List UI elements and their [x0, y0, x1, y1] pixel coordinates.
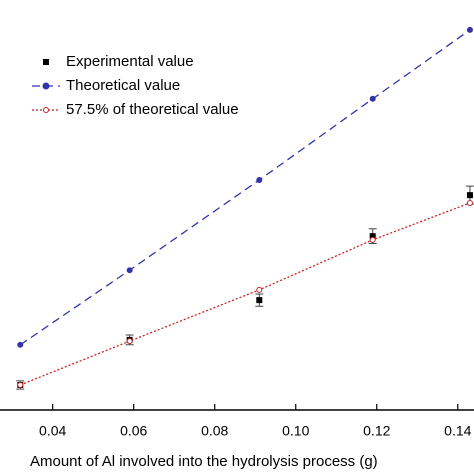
point	[256, 286, 263, 293]
point	[126, 338, 133, 345]
point	[466, 199, 473, 206]
point	[369, 236, 376, 243]
legend-label: Experimental value	[66, 53, 194, 70]
series-line	[20, 202, 471, 386]
legend-symbol	[42, 82, 50, 90]
legend-symbol	[43, 59, 49, 65]
legend-label: 57.5% of theoretical value	[66, 101, 239, 118]
x-tick-label: 0.10	[282, 423, 309, 439]
x-tick-label: 0.04	[39, 423, 66, 439]
x-tick-label: 0.06	[120, 423, 147, 439]
point	[17, 381, 24, 388]
point	[369, 233, 376, 240]
point	[466, 26, 473, 33]
point	[369, 95, 376, 102]
x-tick-label: 0.08	[201, 423, 228, 439]
point	[126, 267, 133, 274]
x-tick-label: 0.14	[444, 423, 471, 439]
point	[17, 341, 24, 348]
legend-label: Theoretical value	[66, 77, 180, 94]
point	[466, 192, 473, 199]
x-tick-label: 0.12	[363, 423, 390, 439]
x-axis-label: Amount of Al involved into the hydrolysi…	[30, 453, 378, 470]
point	[256, 176, 263, 183]
point	[256, 297, 263, 304]
legend-symbol	[43, 107, 49, 113]
